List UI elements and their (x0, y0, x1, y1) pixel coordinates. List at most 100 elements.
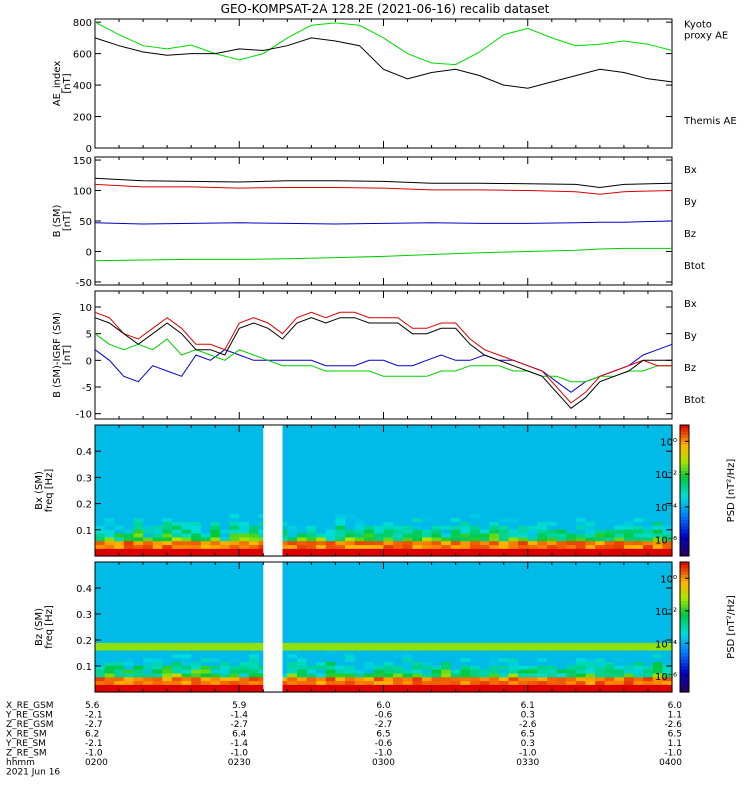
ephemeris-row-label: Y_RE_SM (5, 739, 46, 749)
y-tick-label: 50 (79, 217, 92, 228)
y-axis-label: Bx (SM) (34, 471, 45, 510)
y-axis-label: AE_index (52, 61, 63, 107)
colorbar-segment (680, 461, 689, 465)
ephemeris-value: 0200 (85, 758, 108, 768)
colorbar-segment (680, 620, 689, 625)
ephemeris-value: 0.3 (521, 711, 535, 721)
ephemeris-value: 6.4 (232, 730, 247, 740)
ephemeris-value: -2.1 (85, 739, 103, 749)
colorbar-segment (680, 623, 689, 628)
colorbar-tick-label: 10⁻⁶ (655, 536, 677, 547)
colorbar-segment (680, 447, 689, 452)
colorbar-segment (680, 457, 689, 462)
colorbar-segment (680, 656, 689, 661)
series-line-themis-ae (94, 37, 673, 89)
series-line-bx (94, 343, 673, 393)
ephemeris-value: -0.6 (375, 739, 393, 749)
colorbar-segment (680, 679, 689, 683)
colorbar-segment (680, 604, 689, 609)
y-tick-label: 400 (73, 81, 92, 92)
colorbar-segment (680, 542, 689, 547)
colorbar-segment (680, 520, 689, 524)
colorbar-segment (680, 480, 689, 485)
colorbar-segment (680, 601, 689, 605)
colorbar-segment (680, 565, 689, 570)
ephemeris-value: 1.1 (668, 739, 682, 749)
y-tick-label: 0.2 (76, 636, 92, 647)
series-line-by (94, 247, 672, 262)
legend-label: Btot (684, 395, 705, 406)
ephemeris-row-label: X_RE_SM (6, 730, 47, 740)
ephemeris-value: -2.6 (664, 720, 682, 730)
colorbar-segment (680, 529, 689, 534)
colorbar-segment (680, 510, 689, 514)
colorbar-segment (680, 627, 689, 631)
y-tick-label: 5 (86, 330, 92, 341)
ephemeris-value: 1.1 (668, 711, 682, 721)
colorbar-segment (680, 438, 689, 442)
colorbar-segment (680, 594, 689, 599)
colorbar-segment (680, 659, 689, 664)
legend-label: Bz (684, 363, 696, 374)
ephemeris-value: 5.9 (232, 701, 247, 711)
colorbar-tick-label: 10⁻⁶ (655, 672, 677, 683)
colorbar-segment (680, 474, 689, 478)
colorbar-segment (680, 643, 689, 648)
colorbar-segment (680, 581, 689, 586)
ephemeris-value: 0400 (659, 758, 682, 768)
legend-label: By (684, 331, 697, 342)
colorbar-segment (680, 451, 689, 455)
legend-label: Bx (684, 299, 697, 310)
y-tick-label: 0.1 (76, 526, 92, 537)
colorbar-segment (680, 483, 689, 488)
ephemeris-value: 6.0 (668, 701, 683, 711)
ephemeris-value: -1.4 (230, 711, 248, 721)
y-tick-label: 0.2 (76, 500, 92, 511)
colorbar-segment (680, 562, 689, 566)
colorbar-segment (680, 516, 689, 521)
colorbar-tick-label: 10⁻⁴ (655, 503, 677, 514)
colorbar-segment (680, 653, 689, 657)
y-tick-label: 150 (73, 156, 92, 167)
y-tick-label: 0.4 (76, 584, 92, 595)
colorbar-segment (680, 523, 689, 528)
colorbar-segment (680, 571, 689, 576)
plot-frame (94, 156, 673, 286)
ephemeris-value: 6.1 (521, 701, 535, 711)
colorbar-segment (680, 610, 689, 615)
colorbar-tick-label: 10⁻⁴ (655, 639, 677, 650)
colorbar-segment (680, 630, 689, 635)
colorbar-segment (680, 578, 689, 583)
colorbar-segment (680, 685, 689, 690)
ephemeris-row-label: Y_RE_GSM (5, 711, 53, 721)
legend-label: proxy AE (684, 30, 728, 41)
colorbar-segment (680, 607, 689, 612)
colorbar-segment (680, 633, 689, 638)
y-axis-label: [nT] (62, 211, 73, 231)
y-tick-label: 200 (73, 113, 92, 124)
colorbar-segment (680, 568, 689, 573)
ephemeris-value: -0.6 (375, 711, 393, 721)
ephemeris-row-label: X_RE_GSM (6, 701, 54, 711)
y-tick-label: 0 (86, 247, 92, 258)
spectrogram-cells (95, 562, 673, 693)
legend-label: Themis AE (683, 116, 737, 127)
figure-title: GEO-KOMPSAT-2A 128.2E (2021-06-16) recal… (221, 2, 550, 16)
ephemeris-value: -2.7 (375, 720, 393, 730)
colorbar-segment (680, 477, 689, 482)
y-axis-label: [nT] (62, 345, 73, 365)
ephemeris-value: -2.1 (85, 711, 103, 721)
colorbar-segment (680, 425, 689, 429)
y-tick-label: 800 (73, 18, 92, 29)
colorbar-tick-label: 10⁻² (655, 470, 677, 481)
colorbar-segment (680, 533, 689, 537)
series-line-bz (94, 311, 672, 404)
colorbar-segment (680, 536, 689, 541)
legend-label: Bz (684, 229, 696, 240)
colorbar-segment (680, 431, 689, 436)
colorbar-segment (680, 669, 689, 674)
colorbar-segment (680, 636, 689, 641)
colorbar-segment (680, 588, 689, 592)
colorbar-segment (680, 444, 689, 449)
